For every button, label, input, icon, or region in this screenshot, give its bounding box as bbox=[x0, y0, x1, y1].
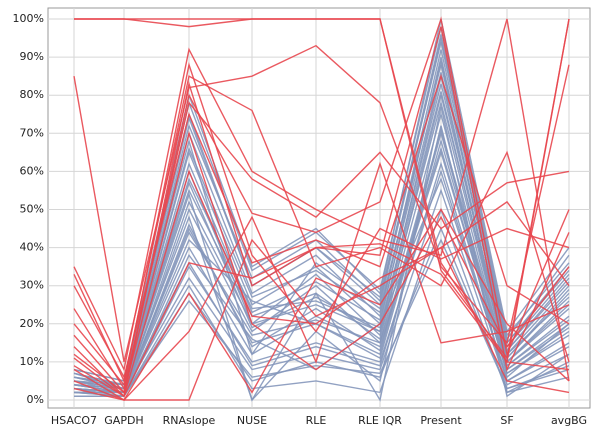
x-tick-label: GAPDH bbox=[104, 414, 143, 427]
series-line bbox=[73, 243, 570, 398]
series-line bbox=[74, 18, 570, 360]
series-line bbox=[74, 161, 570, 394]
y-tick-label: 70% bbox=[20, 126, 44, 139]
series-line bbox=[73, 100, 570, 394]
x-tick-label: RLE bbox=[306, 414, 327, 427]
series-line bbox=[73, 207, 570, 397]
x-tick-label: HSACO7 bbox=[51, 414, 97, 427]
y-tick-label: 80% bbox=[20, 88, 44, 101]
y-tick-label: 50% bbox=[20, 203, 44, 216]
y-tick-label: 0% bbox=[27, 393, 44, 406]
series-line bbox=[73, 62, 570, 387]
x-tick-label: SF bbox=[500, 414, 513, 427]
series-line bbox=[73, 208, 570, 401]
x-tick-label: avgBG bbox=[551, 414, 587, 427]
series-line bbox=[73, 73, 570, 380]
series-line bbox=[73, 72, 570, 390]
y-tick-label: 100% bbox=[13, 12, 44, 25]
x-tick-label: NUSE bbox=[237, 414, 267, 427]
series-line bbox=[73, 130, 570, 394]
series-line bbox=[74, 188, 570, 394]
y-tick-label: 60% bbox=[20, 164, 44, 177]
y-tick-label: 90% bbox=[20, 50, 44, 63]
series-line bbox=[73, 18, 570, 382]
y-tick-label: 10% bbox=[20, 355, 44, 368]
y-tick-label: 30% bbox=[20, 279, 44, 292]
y-tick-label: 40% bbox=[20, 241, 44, 254]
series-line bbox=[73, 44, 570, 363]
x-tick-label: RLE IQR bbox=[358, 414, 402, 427]
y-tick-label: 20% bbox=[20, 317, 44, 330]
series-line bbox=[73, 238, 570, 401]
x-tick-label: RNAslope bbox=[163, 414, 216, 427]
x-tick-label: Present bbox=[420, 414, 462, 427]
